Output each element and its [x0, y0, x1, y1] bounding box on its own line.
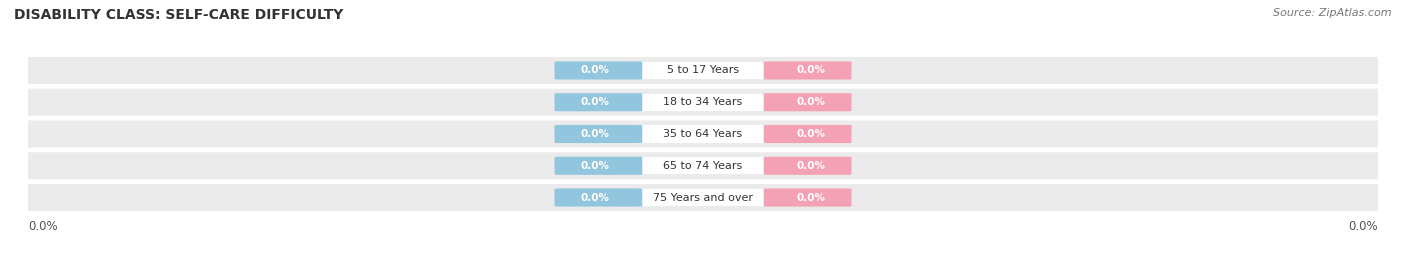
FancyBboxPatch shape: [763, 188, 852, 207]
FancyBboxPatch shape: [554, 93, 643, 111]
Text: 0.0%: 0.0%: [581, 192, 610, 203]
FancyBboxPatch shape: [0, 57, 1406, 84]
FancyBboxPatch shape: [554, 125, 643, 143]
Text: 0.0%: 0.0%: [796, 97, 825, 107]
Text: 0.0%: 0.0%: [28, 220, 58, 233]
Text: DISABILITY CLASS: SELF-CARE DIFFICULTY: DISABILITY CLASS: SELF-CARE DIFFICULTY: [14, 8, 343, 22]
FancyBboxPatch shape: [763, 125, 852, 143]
Text: 0.0%: 0.0%: [796, 161, 825, 171]
FancyBboxPatch shape: [763, 157, 852, 175]
Text: 0.0%: 0.0%: [581, 65, 610, 76]
Text: 0.0%: 0.0%: [581, 129, 610, 139]
Text: 0.0%: 0.0%: [796, 65, 825, 76]
FancyBboxPatch shape: [554, 188, 643, 207]
FancyBboxPatch shape: [554, 61, 643, 80]
FancyBboxPatch shape: [628, 125, 778, 143]
FancyBboxPatch shape: [628, 62, 778, 79]
Text: 0.0%: 0.0%: [581, 161, 610, 171]
FancyBboxPatch shape: [628, 189, 778, 206]
FancyBboxPatch shape: [0, 89, 1406, 116]
Text: 0.0%: 0.0%: [581, 97, 610, 107]
Text: 0.0%: 0.0%: [796, 192, 825, 203]
FancyBboxPatch shape: [0, 152, 1406, 179]
Text: 35 to 64 Years: 35 to 64 Years: [664, 129, 742, 139]
Text: 0.0%: 0.0%: [1348, 220, 1378, 233]
Text: 65 to 74 Years: 65 to 74 Years: [664, 161, 742, 171]
Text: 5 to 17 Years: 5 to 17 Years: [666, 65, 740, 76]
FancyBboxPatch shape: [763, 61, 852, 80]
FancyBboxPatch shape: [0, 121, 1406, 147]
FancyBboxPatch shape: [628, 94, 778, 111]
Text: 75 Years and over: 75 Years and over: [652, 192, 754, 203]
FancyBboxPatch shape: [0, 184, 1406, 211]
FancyBboxPatch shape: [628, 157, 778, 174]
Text: 0.0%: 0.0%: [796, 129, 825, 139]
FancyBboxPatch shape: [554, 157, 643, 175]
Text: 18 to 34 Years: 18 to 34 Years: [664, 97, 742, 107]
FancyBboxPatch shape: [763, 93, 852, 111]
Text: Source: ZipAtlas.com: Source: ZipAtlas.com: [1274, 8, 1392, 18]
